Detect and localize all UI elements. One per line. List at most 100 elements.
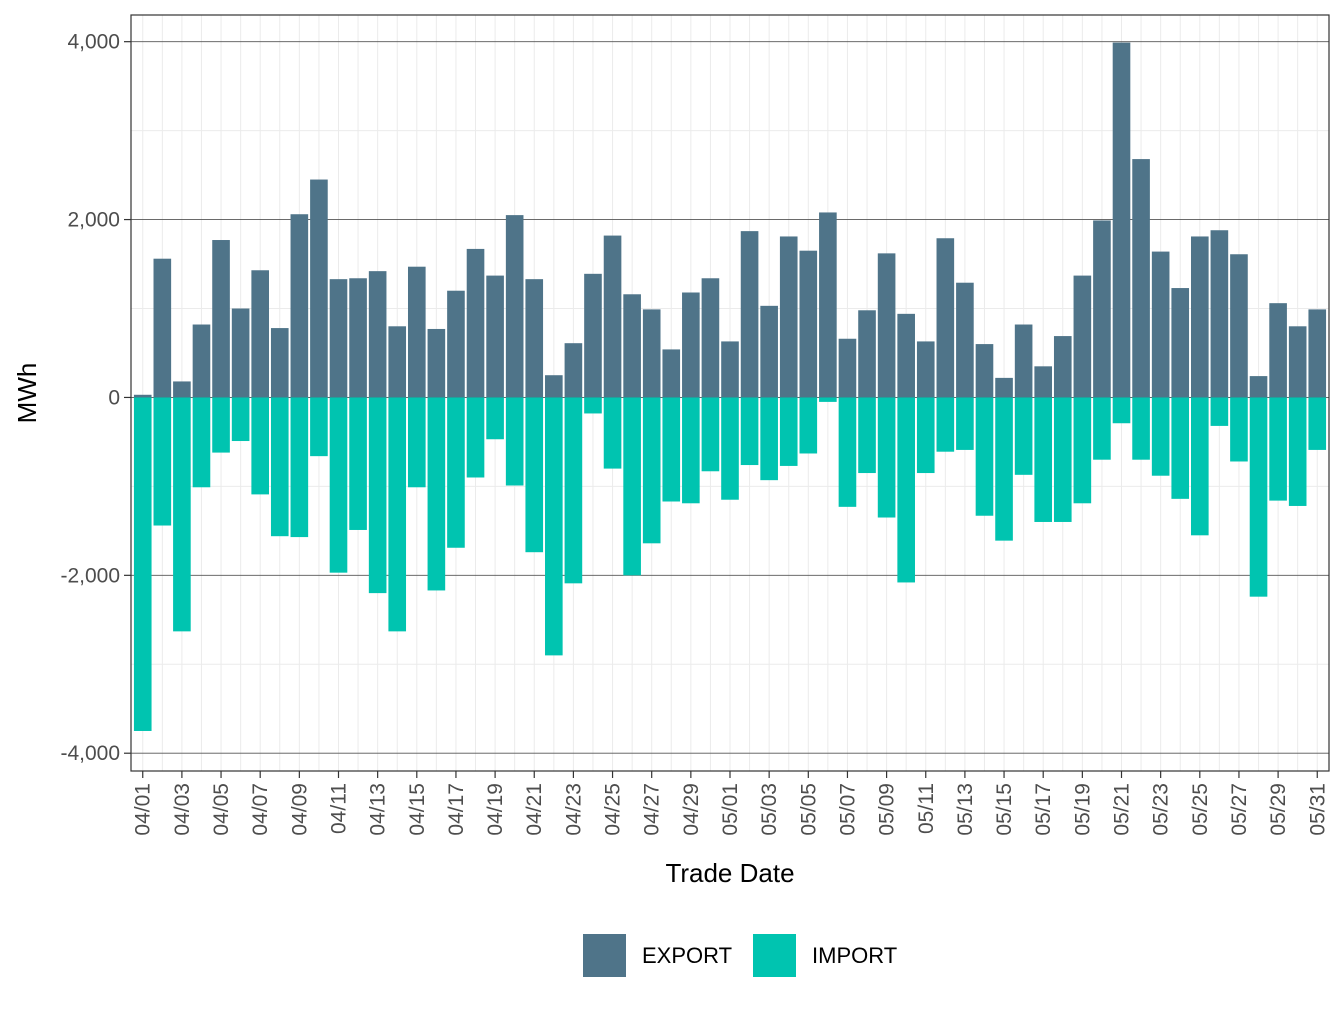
bar-export-05-03 [760,305,778,398]
bar-export-05-20 [1093,220,1111,398]
x-tick-label: 05/15 [993,783,1016,836]
legend-label-import: IMPORT [812,943,897,968]
bar-import-05-08 [858,397,876,474]
bar-export-04-12 [349,278,367,398]
bar-export-05-15 [995,377,1013,398]
bar-export-05-07 [838,338,857,398]
bar-export-04-08 [270,328,289,398]
bar-import-04-27 [642,397,661,544]
bar-export-04-01 [133,394,152,398]
x-tick-label: 05/05 [797,783,820,836]
x-tick-label: 04/23 [562,783,585,836]
bar-export-04-13 [368,271,387,398]
bar-export-05-23 [1151,251,1170,398]
y-tick-label: 0 [108,386,120,409]
x-tick-label: 05/27 [1228,783,1251,836]
bar-export-04-17 [447,290,465,398]
x-tick-label: 04/27 [641,783,664,836]
bar-import-04-20 [505,397,524,486]
x-tick-label: 04/01 [132,783,155,836]
bar-export-05-09 [877,253,896,398]
bar-import-04-23 [564,397,583,584]
bar-import-05-14 [975,397,994,516]
bar-export-05-25 [1190,236,1209,398]
y-tick-label: -2,000 [60,564,120,587]
bar-export-04-26 [623,294,641,398]
bar-import-05-25 [1190,397,1209,536]
bar-import-04-12 [349,397,367,530]
bar-export-05-08 [858,310,876,398]
bar-import-04-21 [525,397,544,553]
bar-import-05-05 [799,397,818,454]
bar-export-05-22 [1132,159,1150,398]
bar-import-05-23 [1151,397,1170,476]
bar-export-05-26 [1210,230,1229,398]
bar-import-05-07 [838,397,857,507]
bar-import-04-19 [486,397,504,440]
bar-import-04-14 [388,397,407,632]
x-tick-label: 05/01 [719,783,742,836]
bar-export-05-24 [1171,288,1190,398]
bar-import-04-16 [427,397,446,591]
y-tick-label: 4,000 [67,31,120,54]
bar-export-05-18 [1053,336,1072,398]
x-tick-label: 05/03 [758,783,781,836]
bar-import-05-10 [897,397,915,583]
bar-export-04-24 [584,273,602,398]
bar-export-05-21 [1112,42,1131,398]
x-tick-label: 05/29 [1267,783,1290,836]
x-tick-label: 04/13 [367,783,390,836]
bar-export-04-27 [642,309,661,398]
legend: EXPORT IMPORT [583,934,897,977]
bar-export-05-16 [1014,324,1033,398]
bar-export-04-29 [682,292,700,398]
x-tick-label: 04/21 [523,783,546,836]
bar-import-05-15 [995,397,1013,541]
bar-export-05-06 [819,212,837,398]
bar-import-05-31 [1308,397,1327,450]
bar-export-05-02 [740,231,759,398]
bar-import-04-30 [701,397,720,472]
bar-import-05-29 [1269,397,1287,501]
bar-export-04-18 [466,248,485,398]
bar-export-05-10 [897,313,915,398]
bar-export-05-14 [975,344,994,398]
bar-import-05-19 [1073,397,1092,504]
bar-export-04-10 [310,179,328,398]
x-tick-label: 04/03 [171,783,194,836]
bar-import-05-30 [1288,397,1307,506]
bar-import-04-05 [212,397,230,453]
bar-export-04-11 [329,279,348,398]
bar-export-04-07 [251,270,270,398]
bar-import-05-12 [936,397,955,452]
bar-import-04-26 [623,397,641,576]
bar-import-04-22 [545,397,563,656]
bar-export-05-13 [956,282,974,398]
bar-export-04-20 [505,215,524,398]
bar-import-05-02 [740,397,759,466]
bar-export-05-29 [1269,303,1287,398]
x-tick-label: 04/29 [680,783,703,836]
x-tick-label: 05/19 [1071,783,1094,836]
bar-export-04-06 [231,308,250,398]
bar-import-05-21 [1112,397,1131,424]
x-tick-label: 04/25 [602,783,625,836]
bar-export-05-31 [1308,309,1327,398]
x-tick-label: 05/11 [915,783,938,834]
bar-import-04-15 [407,397,426,488]
legend-swatch-import [753,934,796,977]
bar-import-05-11 [916,397,935,474]
x-tick-label: 04/09 [288,783,311,836]
y-tick-label: -4,000 [60,742,120,765]
bars [133,42,1327,731]
bar-import-05-20 [1093,397,1111,460]
bar-export-04-16 [427,328,446,398]
x-tick-label: 04/05 [210,783,233,836]
bar-import-04-18 [466,397,485,478]
bar-import-05-27 [1230,397,1248,462]
bar-import-04-17 [447,397,465,548]
bar-import-05-06 [819,397,837,402]
x-tick-label: 05/31 [1306,783,1329,836]
bar-import-05-26 [1210,397,1229,426]
x-tick-label: 05/07 [836,783,859,836]
